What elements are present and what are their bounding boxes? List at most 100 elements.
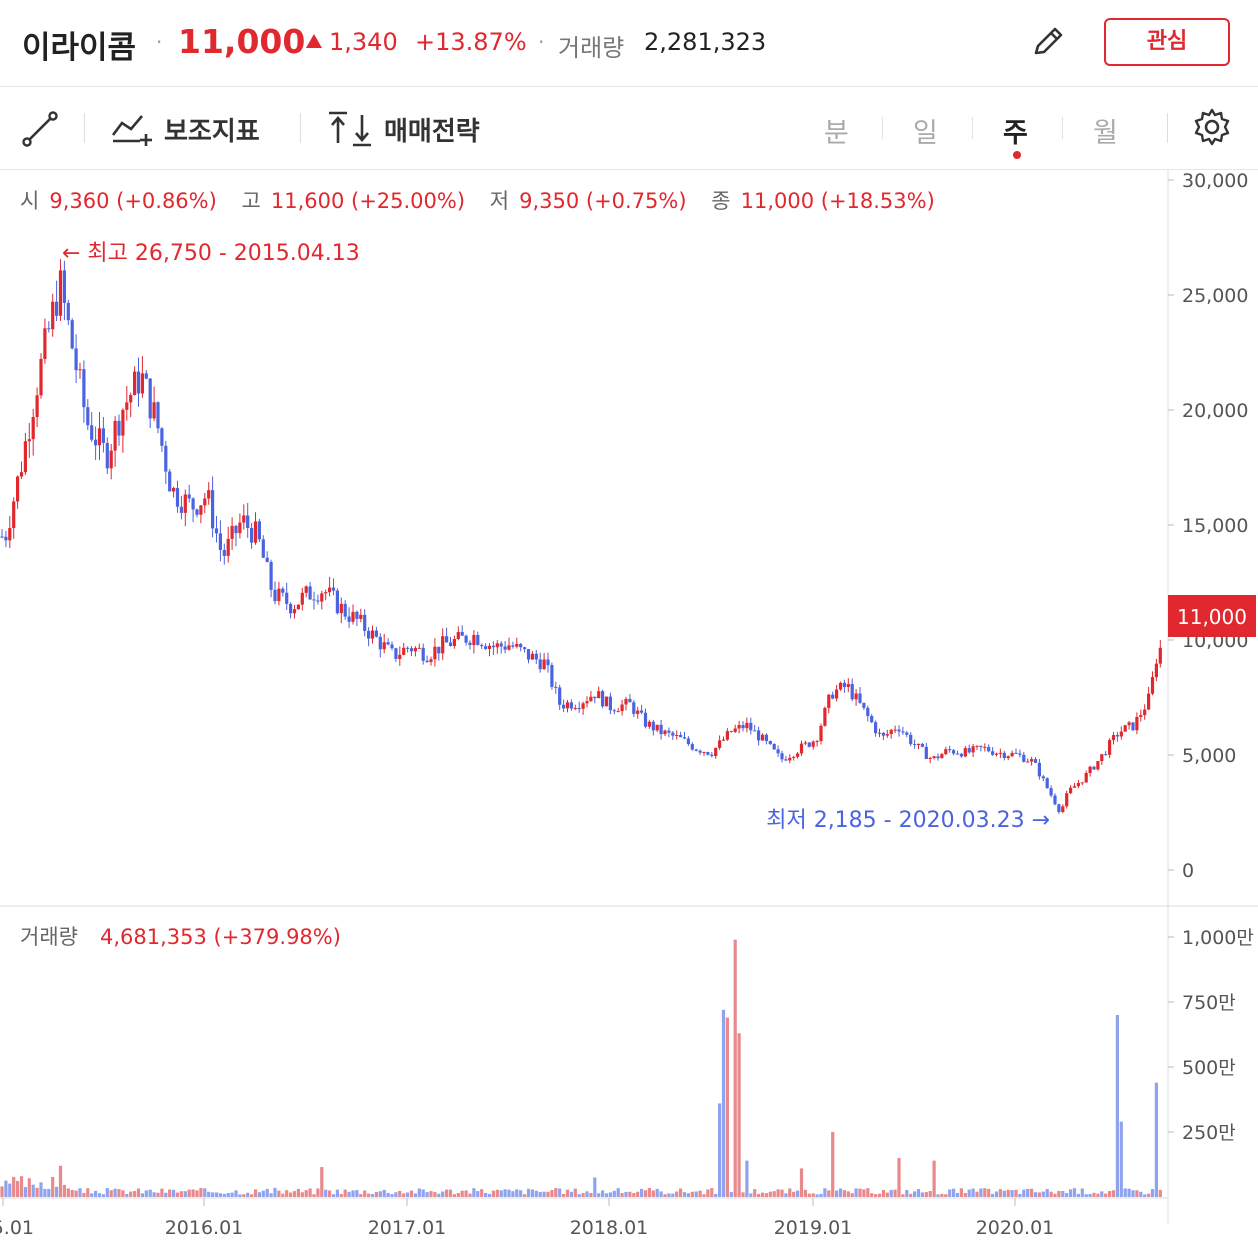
volume-bar	[640, 1188, 644, 1197]
strategy-button[interactable]: 매매전략	[384, 117, 480, 147]
volume-bar	[616, 1188, 620, 1197]
candle-body	[854, 693, 858, 700]
candle-body	[117, 420, 121, 436]
candle-body	[550, 665, 554, 687]
volume-bar	[121, 1190, 125, 1197]
volume-bar	[757, 1193, 761, 1197]
candle-body	[199, 505, 203, 515]
candle-body	[721, 739, 726, 741]
candle-body	[55, 301, 59, 316]
candle-body	[616, 711, 620, 713]
candle-body	[975, 745, 979, 747]
favorite-button[interactable]: 관심	[1104, 18, 1230, 66]
toolbar-divider	[84, 113, 85, 143]
volume-bar	[58, 1165, 63, 1197]
volume-bar	[480, 1189, 484, 1197]
candle-body	[164, 445, 168, 472]
candle-body	[569, 702, 573, 709]
candle-body	[328, 587, 332, 593]
candle-body	[1135, 716, 1139, 731]
price-chart[interactable]: 30,00025,00020,00015,00010,0005,00001,00…	[0, 170, 1258, 1254]
volume-bar	[749, 1193, 753, 1197]
volume-bar	[35, 1187, 39, 1197]
volume-bar	[827, 1190, 831, 1197]
period-divider	[882, 117, 883, 139]
time-axis-label: 2020.01	[976, 1217, 1055, 1239]
volume-bar	[425, 1192, 429, 1197]
candle-body	[803, 742, 807, 744]
volume-bar	[51, 1177, 55, 1197]
volume-bar	[601, 1190, 605, 1197]
candle-body	[784, 759, 788, 761]
volume-bar	[792, 1191, 796, 1197]
volume-bar	[499, 1190, 503, 1197]
volume-bar	[920, 1192, 924, 1197]
volume-bar	[390, 1194, 394, 1197]
candle-body	[1030, 759, 1034, 762]
volume-bar	[1065, 1193, 1069, 1197]
candle-body	[312, 599, 316, 601]
volume-bar	[199, 1188, 203, 1197]
period-day[interactable]: 일	[913, 118, 938, 149]
candle-body	[234, 525, 238, 534]
gear-icon[interactable]	[1192, 107, 1232, 147]
candle-body	[979, 745, 983, 747]
candle-body	[382, 642, 386, 650]
candle-body	[339, 603, 343, 614]
candle-body	[651, 721, 655, 731]
line-draw-icon[interactable]	[20, 109, 60, 149]
period-week[interactable]: 주	[1003, 118, 1028, 149]
volume-axis-label: 500만	[1182, 1057, 1236, 1079]
period-divider	[1062, 117, 1063, 139]
period-minute[interactable]: 분	[824, 118, 849, 149]
candle-body	[850, 683, 854, 700]
volume-bar	[94, 1190, 98, 1197]
volume-bar	[737, 1033, 741, 1197]
candle-body	[780, 753, 784, 760]
candle-body	[1045, 778, 1049, 789]
candle-body	[877, 732, 882, 734]
candle-body	[495, 643, 499, 648]
candle-body	[499, 643, 503, 647]
volume-bar	[351, 1190, 355, 1197]
candle-body	[304, 586, 308, 593]
volume-bar	[0, 1186, 4, 1197]
volume-bar	[772, 1191, 776, 1197]
volume-bar	[905, 1190, 909, 1197]
volume-bar	[1022, 1189, 1026, 1197]
candle-body	[702, 752, 706, 754]
candle-body	[920, 743, 924, 747]
candle-body	[47, 328, 51, 330]
volume-bar	[628, 1191, 632, 1197]
volume-bar	[355, 1190, 359, 1197]
period-month[interactable]: 월	[1093, 118, 1118, 149]
candle-body	[183, 494, 187, 513]
candle-body	[764, 734, 768, 742]
volume-bar	[74, 1190, 78, 1197]
volume-bar	[16, 1180, 20, 1197]
candle-body	[823, 707, 827, 726]
volume-bar	[1088, 1194, 1092, 1197]
volume-bar	[889, 1189, 893, 1197]
pencil-icon[interactable]	[1028, 22, 1068, 62]
open-label: 시	[20, 189, 40, 213]
volume-bar	[413, 1193, 417, 1197]
volume-bar	[714, 1193, 718, 1197]
candle-body	[441, 636, 445, 654]
candle-body	[74, 348, 78, 371]
candle-body	[23, 441, 27, 473]
candle-body	[632, 702, 636, 714]
candle-body	[1080, 782, 1084, 784]
volume-bar	[257, 1192, 261, 1197]
volume-bar	[932, 1160, 936, 1197]
candle-body	[503, 646, 507, 650]
volume-bar	[686, 1193, 690, 1197]
volume-bar	[289, 1192, 293, 1197]
volume-bar	[819, 1193, 823, 1197]
candle-body	[105, 442, 109, 469]
candle-body	[1041, 776, 1045, 779]
candle-body	[636, 710, 640, 714]
candle-body	[1022, 754, 1026, 762]
volume-bar	[1158, 1189, 1162, 1197]
indicator-button[interactable]: 보조지표	[164, 117, 260, 147]
